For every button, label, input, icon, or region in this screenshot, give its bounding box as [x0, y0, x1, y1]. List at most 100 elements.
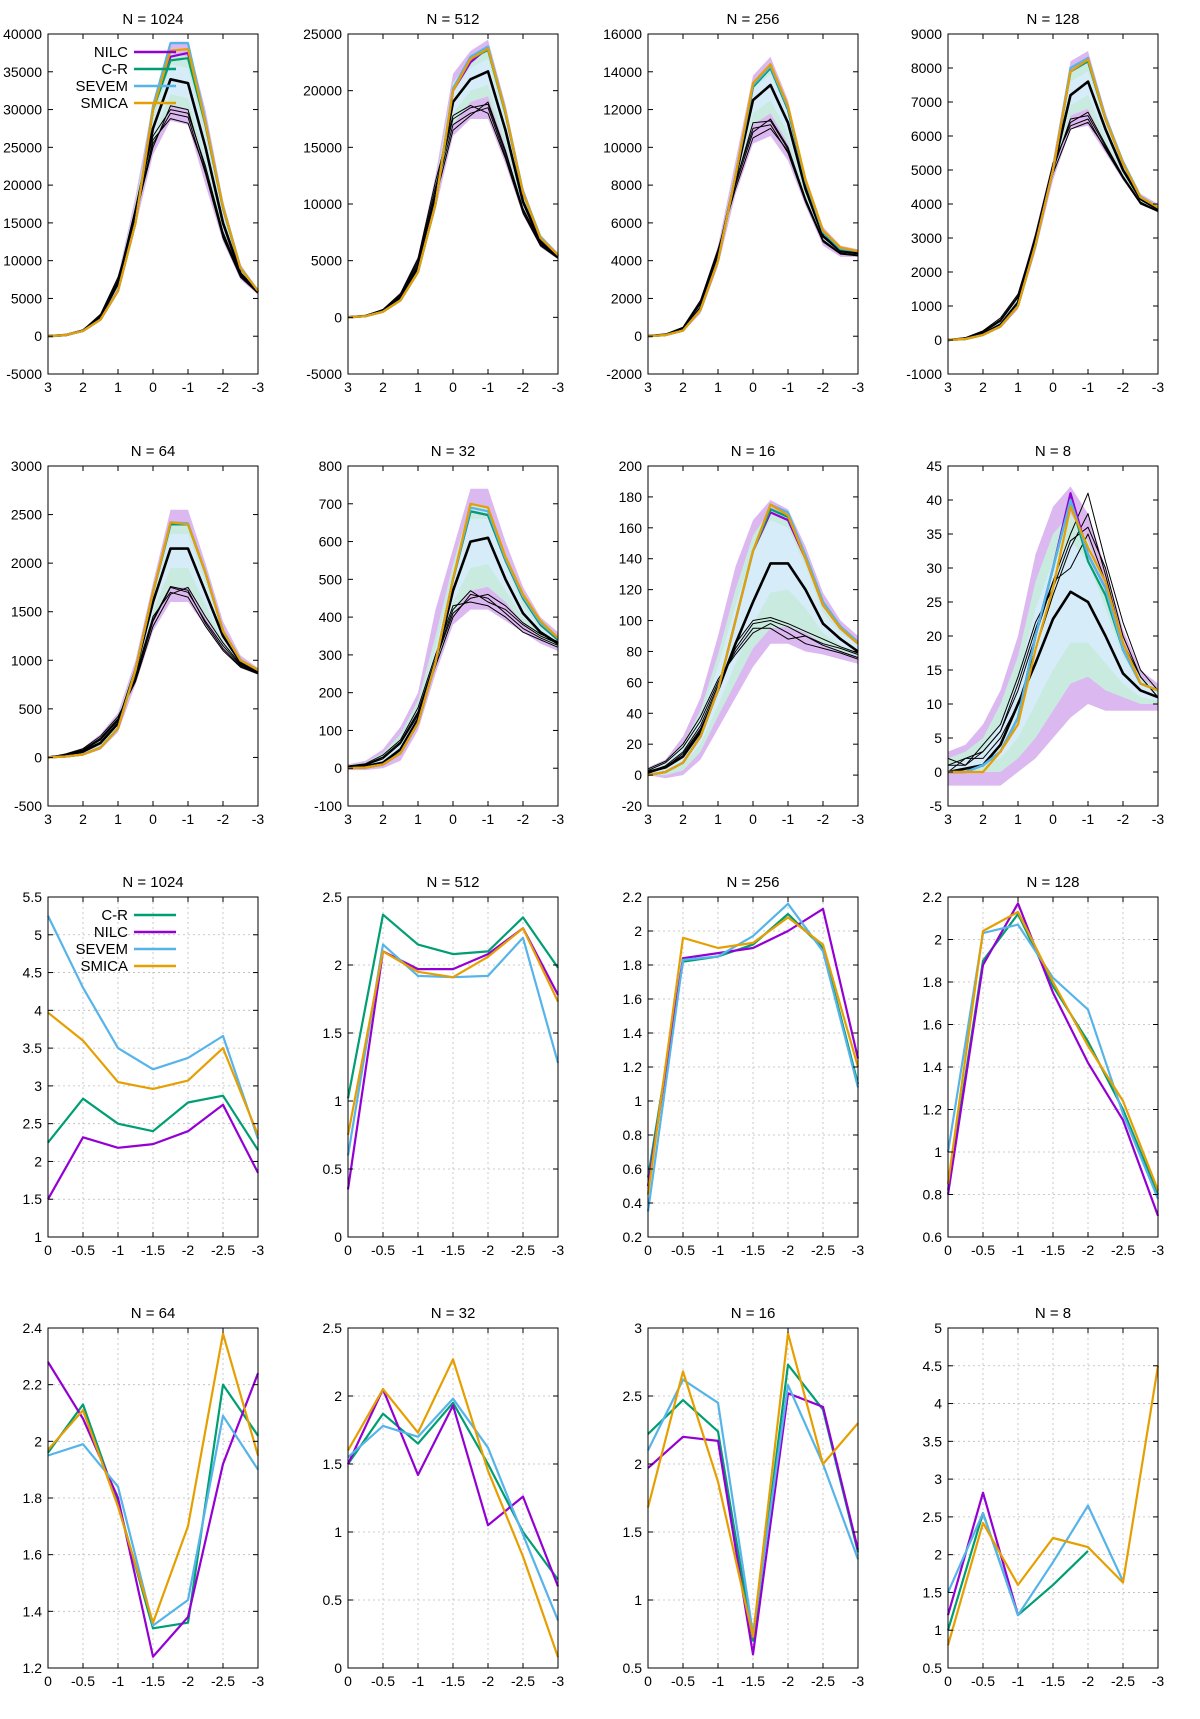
panel-title: N = 8 — [1035, 1305, 1071, 1322]
x-tick-label: -3 — [852, 811, 865, 827]
y-tick-label: 4 — [34, 1002, 42, 1018]
legend-label-c-r: C-R — [101, 61, 128, 78]
series-line-nilc — [947, 60, 1159, 342]
y-tick-label: 0.5 — [323, 1592, 343, 1608]
y-tick-label: 2500 — [11, 507, 42, 523]
band-outer-area — [348, 488, 558, 771]
y-tick-label: 1.6 — [623, 991, 643, 1007]
x-tick-label: -1 — [412, 1242, 425, 1258]
x-tick-label: 1 — [114, 811, 122, 827]
x-tick-label: 1 — [114, 379, 122, 395]
series-line-smica — [347, 47, 559, 319]
simulation-line — [47, 586, 259, 758]
y-tick-label: 1.2 — [623, 1059, 643, 1075]
x-tick-label: -1.5 — [1041, 1673, 1065, 1689]
series-line-smica — [347, 1358, 560, 1658]
y-tick-label: 2 — [634, 1456, 642, 1472]
y-tick-label: 4.5 — [923, 1358, 943, 1374]
simulation-line — [347, 590, 559, 767]
x-tick-label: -1.5 — [741, 1242, 765, 1258]
x-tick-label: -1 — [1082, 811, 1095, 827]
y-tick-label: 0 — [934, 764, 942, 780]
y-tick-label: 700 — [319, 496, 343, 512]
y-tick-label: 35 — [926, 526, 942, 542]
band-outer-area — [948, 51, 1158, 340]
y-tick-label: 1.2 — [23, 1660, 43, 1676]
y-tick-label: 1.5 — [23, 1191, 43, 1207]
x-tick-label: 0 — [344, 1242, 352, 1258]
band-inner-area — [648, 73, 858, 337]
y-tick-label: 2.2 — [23, 1377, 43, 1393]
y-tick-label: 2000 — [11, 555, 42, 571]
x-tick-label: -3 — [852, 1242, 865, 1258]
y-tick-label: 20 — [926, 628, 942, 644]
x-tick-label: 3 — [944, 379, 952, 395]
y-tick-label: 3000 — [11, 458, 42, 474]
series-line-nilc — [47, 1103, 259, 1200]
y-tick-label: 80 — [626, 643, 642, 659]
y-tick-label: 1500 — [11, 604, 42, 620]
x-tick-label: 0 — [1049, 379, 1057, 395]
y-tick-label: 160 — [619, 520, 643, 536]
y-tick-label: 3000 — [911, 230, 942, 246]
y-tick-label: 1.6 — [923, 1017, 943, 1033]
y-tick-label: 0.6 — [923, 1229, 943, 1245]
series-line-smica — [646, 1332, 859, 1638]
series-line-smica — [946, 1365, 1160, 1646]
mean-line — [347, 536, 559, 769]
y-tick-label: 0.5 — [923, 1660, 943, 1676]
x-tick-label: -1.5 — [741, 1673, 765, 1689]
y-tick-label: 1 — [334, 1524, 342, 1540]
x-tick-label: -2 — [1117, 379, 1130, 395]
x-tick-label: 1 — [714, 379, 722, 395]
y-tick-label: 40 — [626, 705, 642, 721]
y-tick-label: 15000 — [303, 139, 342, 155]
panel-title: N = 128 — [1027, 11, 1080, 28]
x-tick-label: 0 — [749, 811, 757, 827]
panel-title: N = 128 — [1027, 874, 1080, 891]
band-outer-area — [348, 39, 558, 318]
x-tick-label: -3 — [552, 811, 565, 827]
band-inner-area — [48, 64, 258, 337]
y-tick-label: 1.8 — [923, 974, 943, 990]
panel-title: N = 16 — [731, 443, 776, 460]
x-tick-label: -2.5 — [1111, 1673, 1135, 1689]
y-tick-label: 2.4 — [23, 1320, 43, 1336]
x-tick-label: -0.5 — [71, 1242, 95, 1258]
y-tick-label: 2.2 — [923, 889, 943, 905]
x-tick-label: -2 — [1082, 1673, 1095, 1689]
y-tick-label: 140 — [619, 551, 643, 567]
series-line-sevem — [47, 915, 260, 1140]
x-tick-label: -2.5 — [511, 1673, 535, 1689]
simulation-line — [947, 118, 1159, 341]
x-tick-label: -1 — [782, 811, 795, 827]
y-tick-label: 6000 — [611, 215, 642, 231]
mean-line — [647, 562, 859, 774]
y-tick-label: 180 — [619, 489, 643, 505]
y-tick-label: 400 — [319, 609, 343, 625]
y-tick-label: 0.5 — [323, 1161, 343, 1177]
x-tick-label: -1 — [1082, 379, 1095, 395]
y-tick-label: 1.4 — [923, 1059, 943, 1075]
y-tick-label: 40000 — [3, 26, 42, 42]
x-tick-label: -2.5 — [811, 1673, 835, 1689]
x-tick-label: 1 — [1014, 811, 1022, 827]
panel-title: N = 256 — [727, 874, 780, 891]
x-tick-label: 0 — [149, 379, 157, 395]
x-tick-label: -2.5 — [511, 1242, 535, 1258]
x-tick-label: 0 — [449, 811, 457, 827]
x-tick-label: -1.5 — [141, 1673, 165, 1689]
y-tick-label: 0.8 — [923, 1187, 943, 1203]
band-mid-area — [48, 524, 258, 758]
mean-line — [347, 70, 559, 319]
x-tick-label: -2 — [817, 379, 830, 395]
y-tick-label: 1.4 — [623, 1025, 643, 1041]
x-tick-label: -1.5 — [1041, 1242, 1065, 1258]
legend-label-c-r: C-R — [101, 907, 128, 924]
y-tick-label: 6000 — [911, 128, 942, 144]
panel-title: N = 1024 — [122, 874, 183, 891]
legend-label-smica: SMICA — [80, 95, 128, 112]
x-tick-label: -1 — [182, 811, 195, 827]
y-tick-label: 2 — [934, 932, 942, 948]
